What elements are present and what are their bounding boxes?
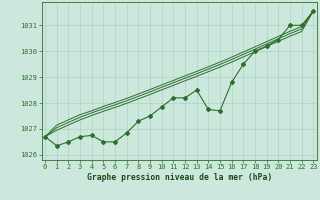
X-axis label: Graphe pression niveau de la mer (hPa): Graphe pression niveau de la mer (hPa)	[87, 173, 272, 182]
